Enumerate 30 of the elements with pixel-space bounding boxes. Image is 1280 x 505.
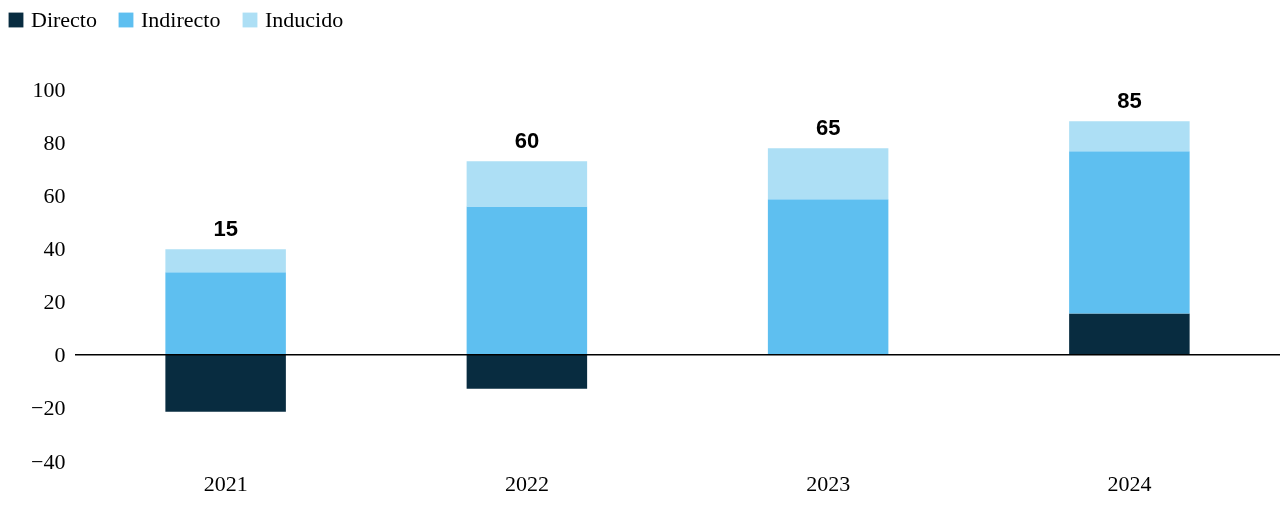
bar: [1069, 121, 1190, 152]
bar: [1069, 313, 1190, 355]
y-tick-label: 20: [43, 289, 66, 315]
x-tick-label: 2021: [203, 470, 248, 496]
legend-label: Directo: [31, 7, 97, 32]
y-tick-label: 100: [32, 76, 66, 102]
x-tick-label: 2022: [504, 470, 549, 496]
x-tick-label: 2024: [1107, 470, 1152, 496]
bar: [466, 206, 588, 355]
bar: [1069, 151, 1190, 314]
x-tick-label: 2023: [806, 470, 851, 496]
bar: [165, 249, 286, 273]
bar: [767, 199, 889, 355]
y-tick-label: −40: [31, 448, 66, 474]
bar: [165, 272, 286, 355]
y-tick-label: 60: [43, 182, 66, 208]
annotation: 65: [815, 115, 841, 141]
bar: [466, 354, 588, 389]
y-tick-label: 40: [43, 235, 66, 261]
annotation: 15: [213, 216, 238, 242]
bar: [466, 161, 588, 207]
bar: [165, 354, 286, 412]
y-tick-label: 0: [54, 342, 66, 368]
annotation: 85: [1117, 88, 1142, 114]
annotation: 60: [514, 128, 540, 154]
bar: [767, 148, 889, 200]
legend-label: Inducido: [265, 7, 344, 32]
legend-label: Indirecto: [141, 7, 221, 32]
y-tick-label: −20: [31, 395, 66, 421]
y-tick-label: 80: [43, 129, 66, 155]
